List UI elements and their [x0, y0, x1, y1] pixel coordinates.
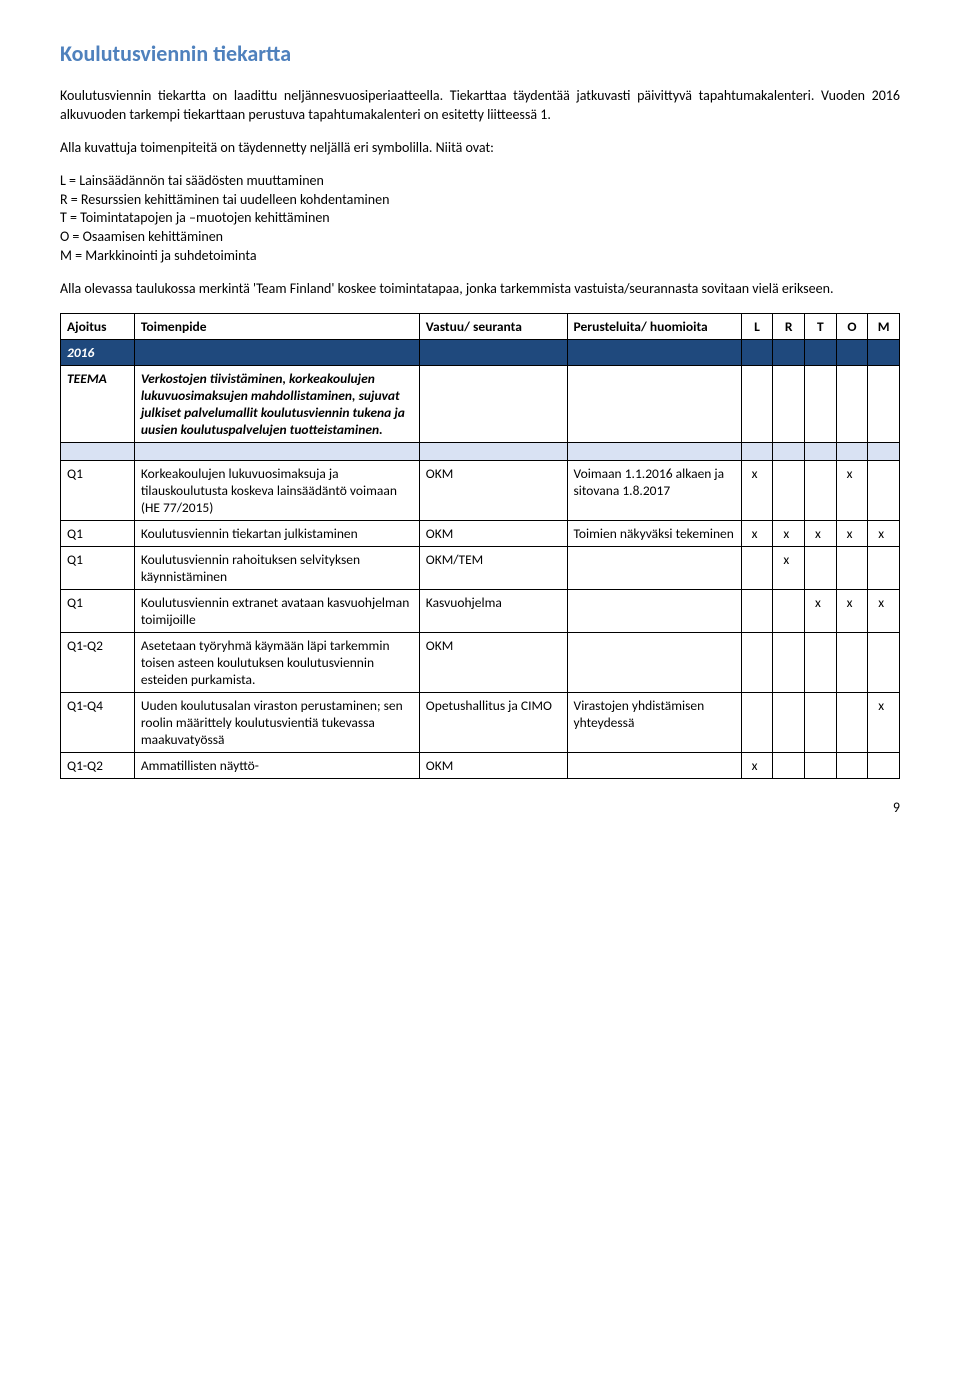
- cell-t: x: [804, 521, 836, 547]
- cell-l: [741, 693, 773, 753]
- cell-ajoitus: Q1-Q4: [61, 693, 135, 753]
- cell-perustelu: [567, 547, 741, 590]
- cell-r: [773, 633, 805, 693]
- table-row: Q1 Koulutusviennin rahoituksen selvityks…: [61, 547, 900, 590]
- table-note: Alla olevassa taulukossa merkintä 'Team …: [60, 280, 900, 299]
- table-row: Q1 Korkeakoulujen lukuvuosimaksuja ja ti…: [61, 461, 900, 521]
- cell-perustelu: Toimien näkyväksi tekeminen: [567, 521, 741, 547]
- cell-ajoitus: Q1-Q2: [61, 633, 135, 693]
- cell-o: x: [836, 461, 868, 521]
- cell-vastuu: OKM/TEM: [419, 547, 567, 590]
- legend-block: L = Lainsäädännön tai säädösten muuttami…: [60, 172, 900, 266]
- table-row: Q1-Q2 Asetetaan työryhmä käymään läpi ta…: [61, 633, 900, 693]
- cell-l: x: [741, 461, 773, 521]
- table-row: Q1 Koulutusviennin extranet avataan kasv…: [61, 590, 900, 633]
- cell-o: [836, 633, 868, 693]
- cell-t: [804, 547, 836, 590]
- cell-l: [741, 633, 773, 693]
- cell-vastuu: Opetushallitus ja CIMO: [419, 693, 567, 753]
- cell-r: [773, 693, 805, 753]
- cell-ajoitus: Q1: [61, 461, 135, 521]
- cell-t: [804, 461, 836, 521]
- cell-r: [773, 753, 805, 779]
- cell-toimenpide: Koulutusviennin rahoituksen selvityksen …: [134, 547, 419, 590]
- cell-vastuu: Kasvuohjelma: [419, 590, 567, 633]
- header-perusteluita: Perusteluita/ huomioita: [567, 314, 741, 340]
- cell-t: x: [804, 590, 836, 633]
- header-o: O: [836, 314, 868, 340]
- legend-r: R = Resurssien kehittäminen tai uudellee…: [60, 191, 900, 210]
- cell-ajoitus: Q1: [61, 521, 135, 547]
- cell-l: [741, 590, 773, 633]
- cell-toimenpide: Uuden koulutusalan viraston perustaminen…: [134, 693, 419, 753]
- cell-m: [868, 633, 900, 693]
- cell-toimenpide: Ammatillisten näyttö-: [134, 753, 419, 779]
- cell-m: x: [868, 590, 900, 633]
- page-number: 9: [60, 799, 900, 816]
- cell-t: [804, 753, 836, 779]
- cell-ajoitus: Q1-Q2: [61, 753, 135, 779]
- cell-toimenpide: Asetetaan työryhmä käymään läpi tarkemmi…: [134, 633, 419, 693]
- cell-m: x: [868, 693, 900, 753]
- cell-r: x: [773, 547, 805, 590]
- legend-o: O = Osaamisen kehittäminen: [60, 228, 900, 247]
- table-row: Q1-Q2 Ammatillisten näyttö- OKM x: [61, 753, 900, 779]
- header-r: R: [773, 314, 805, 340]
- teema-text: Verkostojen tiivistäminen, korkeakouluje…: [134, 366, 419, 443]
- intro-paragraph-2: Alla kuvattuja toimenpiteitä on täydenne…: [60, 139, 900, 158]
- header-l: L: [741, 314, 773, 340]
- cell-r: [773, 590, 805, 633]
- cell-l: x: [741, 753, 773, 779]
- cell-toimenpide: Korkeakoulujen lukuvuosimaksuja ja tilau…: [134, 461, 419, 521]
- cell-o: [836, 693, 868, 753]
- roadmap-table: Ajoitus Toimenpide Vastuu/ seuranta Peru…: [60, 313, 900, 779]
- cell-vastuu: OKM: [419, 633, 567, 693]
- header-ajoitus: Ajoitus: [61, 314, 135, 340]
- cell-perustelu: Voimaan 1.1.2016 alkaen ja sitovana 1.8.…: [567, 461, 741, 521]
- cell-vastuu: OKM: [419, 521, 567, 547]
- teema-label: TEEMA: [61, 366, 135, 443]
- intro-paragraph-1: Koulutusviennin tiekartta on laadittu ne…: [60, 87, 900, 125]
- cell-o: [836, 753, 868, 779]
- cell-o: x: [836, 590, 868, 633]
- cell-o: [836, 547, 868, 590]
- cell-l: [741, 547, 773, 590]
- table-header-row: Ajoitus Toimenpide Vastuu/ seuranta Peru…: [61, 314, 900, 340]
- legend-m: M = Markkinointi ja suhdetoiminta: [60, 247, 900, 266]
- cell-perustelu: [567, 753, 741, 779]
- cell-m: [868, 547, 900, 590]
- legend-l: L = Lainsäädännön tai säädösten muuttami…: [60, 172, 900, 191]
- cell-o: x: [836, 521, 868, 547]
- cell-ajoitus: Q1: [61, 590, 135, 633]
- cell-r: [773, 461, 805, 521]
- header-vastuu: Vastuu/ seuranta: [419, 314, 567, 340]
- spacer-row: [61, 443, 900, 461]
- header-t: T: [804, 314, 836, 340]
- cell-l: x: [741, 521, 773, 547]
- cell-toimenpide: Koulutusviennin extranet avataan kasvuoh…: [134, 590, 419, 633]
- cell-toimenpide: Koulutusviennin tiekartan julkistaminen: [134, 521, 419, 547]
- cell-m: x: [868, 521, 900, 547]
- cell-perustelu: [567, 633, 741, 693]
- cell-ajoitus: Q1: [61, 547, 135, 590]
- table-row: Q1-Q4 Uuden koulutusalan viraston perust…: [61, 693, 900, 753]
- cell-perustelu: [567, 590, 741, 633]
- cell-perustelu: Virastojen yhdistämisen yhteydessä: [567, 693, 741, 753]
- table-row: Q1 Koulutusviennin tiekartan julkistamin…: [61, 521, 900, 547]
- year-cell: 2016: [61, 340, 135, 366]
- cell-m: [868, 753, 900, 779]
- cell-vastuu: OKM: [419, 461, 567, 521]
- cell-r: x: [773, 521, 805, 547]
- cell-t: [804, 693, 836, 753]
- cell-t: [804, 633, 836, 693]
- teema-row: TEEMA Verkostojen tiivistäminen, korkeak…: [61, 366, 900, 443]
- header-toimenpide: Toimenpide: [134, 314, 419, 340]
- legend-t: T = Toimintatapojen ja –muotojen kehittä…: [60, 209, 900, 228]
- cell-m: [868, 461, 900, 521]
- page-heading: Koulutusviennin tiekartta: [60, 40, 900, 67]
- header-m: M: [868, 314, 900, 340]
- cell-vastuu: OKM: [419, 753, 567, 779]
- year-row: 2016: [61, 340, 900, 366]
